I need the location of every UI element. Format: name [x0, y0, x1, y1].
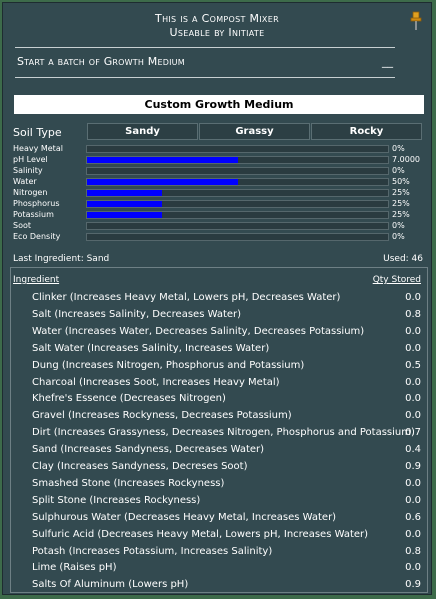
stat-value: 25% [392, 199, 410, 208]
stat-label: Eco Density [13, 232, 61, 241]
ingredient-row[interactable]: Clay (Increases Sandyness, Decreses Soot… [32, 461, 248, 472]
stat-bar [86, 211, 389, 219]
ingredient-qty: 0.0 [405, 292, 421, 303]
ingredient-qty: 0.0 [405, 342, 421, 354]
column-header-ingredient: Ingredient [13, 275, 60, 285]
ingredient-row[interactable]: Gravel (Increases Rockyness, Decreases P… [32, 410, 292, 422]
stat-label: Phosphorus [13, 199, 60, 208]
ingredient-qty: 0.0 [405, 410, 421, 422]
ingredient-qty: 0.9 [405, 461, 421, 472]
stat-label: pH Level [13, 155, 48, 164]
ingredient-qty: 0.4 [405, 444, 421, 456]
stat-label: Heavy Metal [13, 144, 63, 153]
ingredient-qty: 0.5 [405, 359, 421, 371]
ingredient-qty: 0.0 [405, 494, 421, 506]
stat-value: 25% [392, 210, 410, 219]
soil-option-grassy[interactable]: Grassy [199, 123, 310, 140]
ingredient-qty: 0.6 [405, 511, 421, 523]
ingredient-row[interactable]: Split Stone (Increases Rockyness) [32, 494, 201, 506]
window-title: This is a Compost Mixer Useable by Initi… [3, 12, 431, 40]
stat-bar [86, 233, 389, 241]
start-batch-link[interactable]: Start a batch of Growth Medium [17, 55, 185, 68]
ingredient-row[interactable]: Sulphurous Water (Decreases Heavy Metal,… [32, 511, 337, 523]
ingredient-row[interactable]: Clinker (Increases Heavy Metal, Lowers p… [32, 292, 341, 303]
stat-label: Nitrogen [13, 188, 48, 197]
pushpin-icon[interactable] [409, 11, 423, 31]
stat-value: 7.0000 [392, 155, 420, 164]
stat-value: 0% [392, 221, 405, 230]
compost-mixer-window: This is a Compost Mixer Useable by Initi… [2, 2, 432, 595]
ingredient-row[interactable]: Lime (Raises pH) [32, 562, 117, 574]
stat-value: 25% [392, 188, 410, 197]
ingredient-row[interactable]: Smashed Stone (Increases Rockyness) [32, 477, 225, 489]
stat-label: Salinity [13, 166, 43, 175]
stat-label: Soot [13, 221, 32, 230]
recipe-banner: Custom Growth Medium [14, 95, 424, 114]
ingredient-list-frame [10, 267, 428, 593]
ingredient-row[interactable]: Dung (Increases Nitrogen, Phosphorus and… [32, 359, 305, 371]
used-count: Used: 46 [383, 254, 423, 264]
stat-label: Potassium [13, 210, 54, 219]
stat-bar-fill [87, 212, 163, 218]
stat-label: Water [13, 177, 37, 186]
ingredient-qty: 0.0 [405, 477, 421, 489]
last-ingredient: Last Ingredient: Sand [13, 254, 110, 264]
minimize-button[interactable]: __ [382, 55, 393, 68]
title-line-2: Useable by Initiate [169, 26, 265, 39]
ingredient-row[interactable]: Sand (Increases Sandyness, Decreases Wat… [32, 444, 265, 456]
stat-bar [86, 145, 389, 153]
stat-bar [86, 222, 389, 230]
stat-value: 0% [392, 144, 405, 153]
ingredient-row[interactable]: Dirt (Increases Grassyness, Decreases Ni… [32, 427, 415, 439]
ingredient-qty: 0.8 [405, 545, 421, 557]
ingredient-row[interactable]: Sulfuric Acid (Decreases Heavy Metal, Lo… [32, 528, 369, 540]
ingredient-row[interactable]: Salt Water (Increases Salinity, Increase… [32, 342, 270, 354]
column-header-qty: Qty Stored [372, 275, 421, 285]
ingredient-qty: 0.9 [405, 579, 421, 591]
stat-bar-fill [87, 179, 238, 185]
ingredient-qty: 0.0 [405, 562, 421, 574]
ingredient-row[interactable]: Charcoal (Increases Soot, Increases Heav… [32, 376, 280, 388]
stat-bar-fill [87, 201, 163, 207]
stat-bar [86, 167, 389, 175]
stat-value: 0% [392, 232, 405, 241]
stat-bar [86, 156, 389, 164]
ingredient-row[interactable]: Salts Of Aluminum (Lowers pH) [32, 579, 189, 591]
soil-option-sandy[interactable]: Sandy [87, 123, 198, 140]
ingredient-row[interactable]: Water (Increases Water, Decreases Salini… [32, 325, 365, 337]
divider-top [15, 47, 395, 48]
soil-option-rocky[interactable]: Rocky [311, 123, 422, 140]
ingredient-qty: 0.7 [405, 427, 421, 439]
stat-value: 50% [392, 177, 410, 186]
ingredient-qty: 0.0 [405, 393, 421, 405]
stat-bar [86, 189, 389, 197]
ingredient-qty: 0.8 [405, 308, 421, 320]
ingredient-qty: 0.0 [405, 376, 421, 388]
stat-bar-fill [87, 157, 238, 163]
stat-bar [86, 200, 389, 208]
ingredient-qty: 0.0 [405, 528, 421, 540]
ingredient-row[interactable]: Salt (Increases Salinity, Decreases Wate… [32, 308, 242, 320]
stat-bar-fill [87, 190, 163, 196]
stat-value: 0% [392, 166, 405, 175]
title-line-1: This is a Compost Mixer [155, 12, 279, 25]
ingredient-row[interactable]: Khefre's Essence (Decreases Nitrogen) [32, 393, 226, 405]
soil-type-label: Soil Type [13, 126, 62, 139]
divider-bottom [15, 77, 395, 78]
stat-bar [86, 178, 389, 186]
ingredient-qty: 0.0 [405, 325, 421, 337]
ingredient-row[interactable]: Potash (Increases Potassium, Increases S… [32, 545, 273, 557]
